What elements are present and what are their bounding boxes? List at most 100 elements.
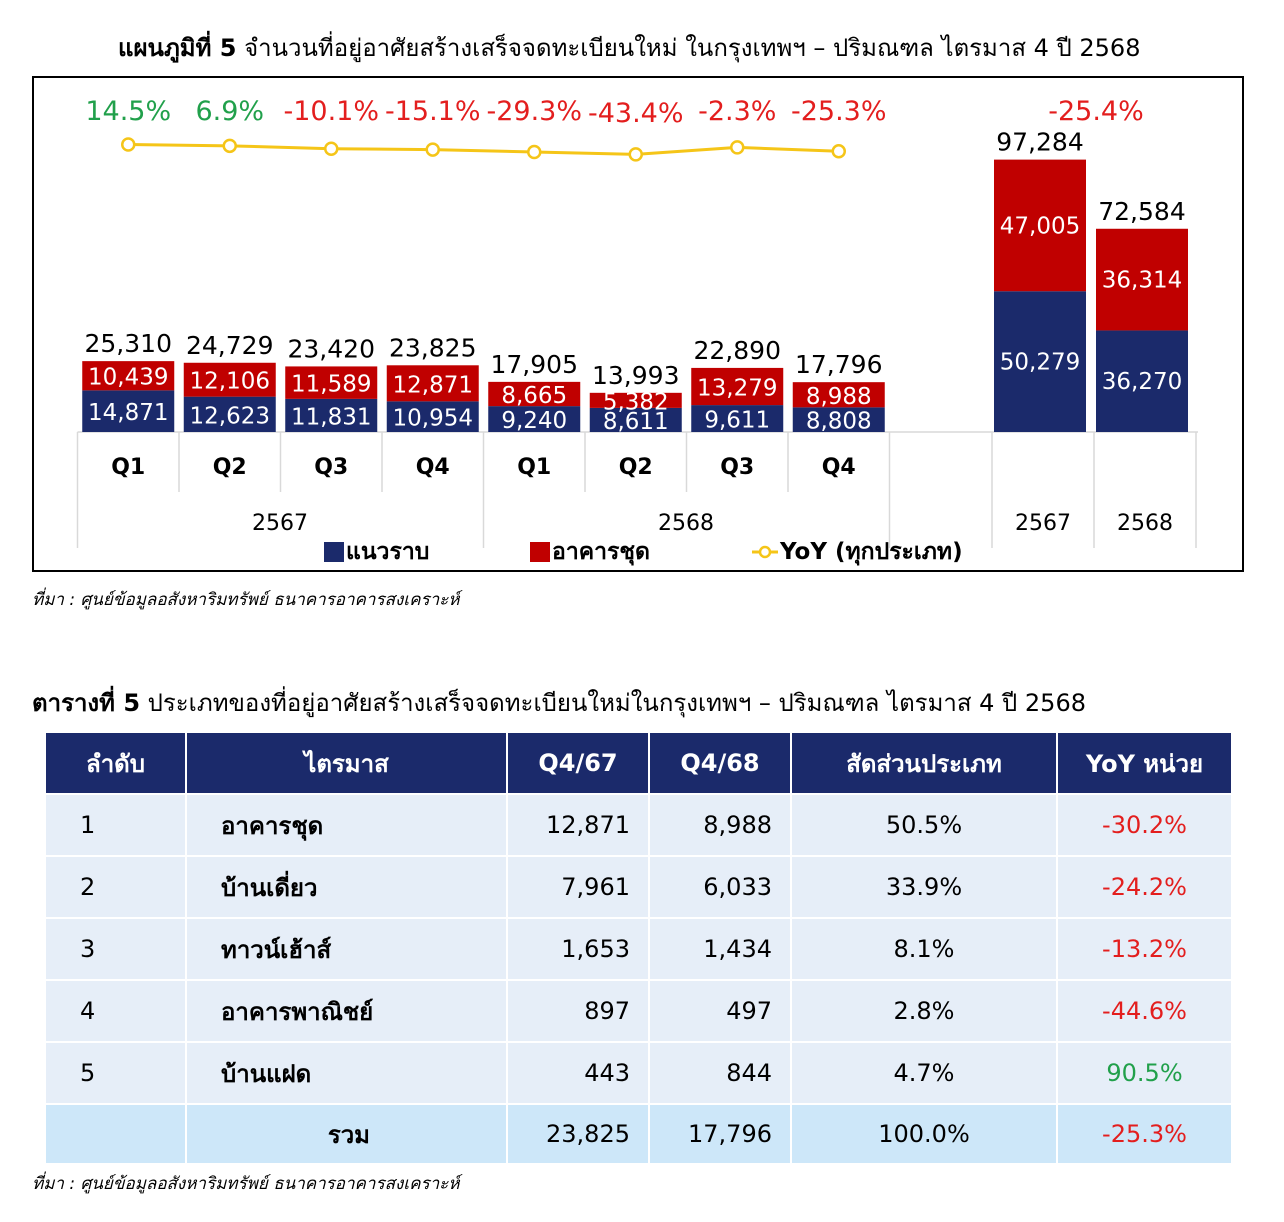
housing-type-table: ลำดับ ไตรมาส Q4/67 Q4/68 สัดส่วนประเภท Y… [44,731,1233,1165]
yoy-cell: 90.5% [1056,1041,1233,1105]
header-yoy: YoY หน่วย [1056,731,1233,795]
share-cell: 4.7% [790,1041,1058,1105]
bar-lowrise [994,291,1086,432]
bar-lowrise [1096,330,1188,432]
header-type: ไตรมาส [185,731,508,795]
label-lowrise: 50,279 [1000,350,1080,376]
legend-label-condo: อาคารชุด [552,539,650,566]
yoy-point [628,147,643,162]
legend-swatch-lowrise [324,542,344,562]
label-lowrise: 8,611 [603,409,669,435]
table-row: 1 อาคารชุด 12,871 8,988 50.5% -30.2% [44,793,1233,857]
legend-label-lowrise: แนวราบ [346,539,429,565]
yoy-label: -29.3% [486,96,582,127]
bar-lowrise [285,398,378,432]
chart-frame: 14,871 10,439 25,310 12,623 12,106 24,729 11,8… [32,76,1244,572]
quarter-tick-label: Q3 [314,455,348,480]
yoy-label: 14.5% [85,96,171,127]
legend-label-yoy: YoY (ทุกประเภท) [779,539,963,566]
yoy-label: -2.3% [698,96,776,127]
yoy-label: -25.3% [791,96,887,127]
label-lowrise: 11,831 [291,404,371,430]
rank-cell: 4 [44,979,187,1043]
bar-condo [792,382,885,408]
label-total: 13,993 [592,361,679,390]
yoy-cell: -44.6% [1056,979,1233,1043]
bar-condo [183,362,276,397]
share-cell: 8.1% [790,917,1058,981]
year-group-label: 2568 [658,511,714,536]
label-total: 23,825 [389,333,476,362]
bar-lowrise [488,406,581,432]
bar-lowrise [82,390,175,432]
label-lowrise: 9,611 [704,408,770,434]
quarter-tick-label: Q4 [416,455,450,480]
legend-swatch-yoy-marker [758,545,772,559]
label-condo: 11,589 [291,372,371,398]
share-cell: 2.8% [790,979,1058,1043]
quarter-tick-label: Q4 [822,455,856,480]
type-cell: บ้านเดี่ยว [185,855,508,919]
quarter-tick-label: Q2 [619,455,653,480]
bar-condo [589,392,682,408]
bar-condo [285,366,378,399]
label-condo: 13,279 [697,375,777,401]
table-row: 4 อาคารพาณิชย์ 897 497 2.8% -44.6% [44,979,1233,1043]
label-lowrise: 10,954 [393,406,473,432]
q4-67-cell: 897 [506,979,650,1043]
chart-title: แผนภูมิที่ 5 จำนวนที่อยู่อาศัยสร้างเสร็จ… [118,28,1140,67]
table-total-row: รวม 23,825 17,796 100.0% -25.3% [44,1103,1233,1165]
type-cell: อาคารชุด [185,793,508,857]
label-total: 97,284 [996,128,1083,157]
yoy-point [222,138,237,154]
bar-condo [994,159,1086,292]
label-total: 17,796 [795,350,882,379]
label-condo: 12,871 [393,372,473,398]
stacked-bar-chart: 14,871 10,439 25,310 12,623 12,106 24,729 11,8… [76,96,1198,566]
header-q4-68: Q4/68 [648,731,792,795]
bar-lowrise [386,401,479,432]
yoy-point [121,137,136,152]
quarter-tick-label: Q2 [213,455,247,480]
label-condo: 10,439 [88,365,168,391]
header-share: สัดส่วนประเภท [790,731,1058,795]
yoy-point [425,142,440,157]
bar-condo [386,365,479,402]
table-row: 3 ทาวน์เฮ้าส์ 1,653 1,434 8.1% -13.2% [44,917,1233,981]
yoy-cell: -24.2% [1056,855,1233,919]
type-cell: อาคารพาณิชย์ [185,979,508,1043]
bar-condo [82,361,175,391]
chart-title-text: จำนวนที่อยู่อาศัยสร้างเสร็จจดทะเบียนใหม่… [236,34,1141,62]
q4-67-cell: 1,653 [506,917,650,981]
label-condo: 47,005 [1000,213,1080,239]
label-lowrise: 14,871 [88,400,168,426]
yoy-point [730,140,745,155]
rank-cell: 2 [44,855,187,919]
table-title: ตารางที่ 5 ประเภทของที่อยู่อาศัยสร้างเสร… [32,683,1086,722]
yoy-point [527,144,542,160]
chart-source-note: ที่มา : ศูนย์ข้อมูลอสังหาริมทรัพย์ ธนาคา… [32,590,460,610]
table-row: 5 บ้านแฝด 443 844 4.7% 90.5% [44,1041,1233,1105]
q4-68-cell: 6,033 [648,855,792,919]
label-total: 72,584 [1098,197,1185,226]
type-cell: บ้านแฝด [185,1041,508,1105]
yoy-label: 6.9% [195,96,264,127]
q4-68-cell: 8,988 [648,793,792,857]
yoy-label: -10.1% [283,96,379,127]
label-condo: 12,106 [190,369,270,395]
total-q4-67: 23,825 [506,1103,650,1165]
yoy-cell: -30.2% [1056,793,1233,857]
yoy-label: -15.1% [385,96,481,127]
quarter-tick-label: Q1 [111,455,145,480]
annual-year-label: 2568 [1117,511,1173,536]
label-total: 24,729 [186,331,273,360]
rank-cell: 1 [44,793,187,857]
label-lowrise: 12,623 [190,403,270,429]
label-total: 17,905 [491,350,578,379]
q4-67-cell: 443 [506,1041,650,1105]
quarter-tick-label: Q1 [517,455,551,480]
total-share: 100.0% [790,1103,1058,1165]
annual-year-label: 2567 [1015,511,1071,536]
table-header-row: ลำดับ ไตรมาส Q4/67 Q4/68 สัดส่วนประเภท Y… [44,731,1233,795]
label-lowrise: 9,240 [501,408,567,434]
